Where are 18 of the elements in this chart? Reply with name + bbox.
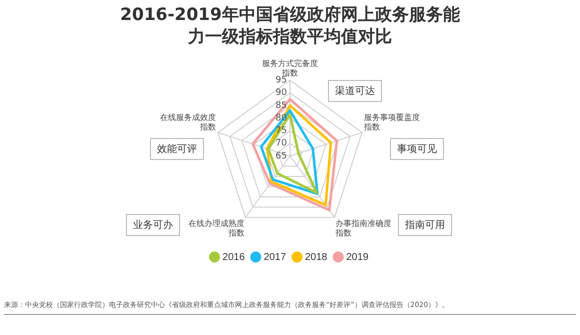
text: 渠道可达 [328,80,382,102]
spoke-label: 在线服务成效度指数 [160,112,216,132]
legend-label: 2019 [346,252,369,263]
spoke-label: 办事指南准确度指数 [334,218,392,238]
y-tick-label: 95 [276,76,287,86]
chart-title: 2016-2019年中国省级政府网上政务服务能力一级指标指数平均值对比 [119,4,461,48]
spoke-label: 服务事项覆盖度指数 [362,112,420,132]
y-tick-label: 65 [276,151,287,162]
text: 指南可用 [398,214,452,236]
y-tick-label: 70 [276,138,288,149]
legend-label: 2017 [264,252,286,263]
legend-label: 2016 [222,252,246,263]
text: 效能可评 [150,138,204,160]
text: 事项可见 [390,138,444,160]
legend-label: 2018 [305,252,328,263]
y-tick-label: 90 [276,88,288,98]
spoke-label: 在线办理成熟度指数 [188,218,244,238]
text: 业务可办 [126,214,180,236]
